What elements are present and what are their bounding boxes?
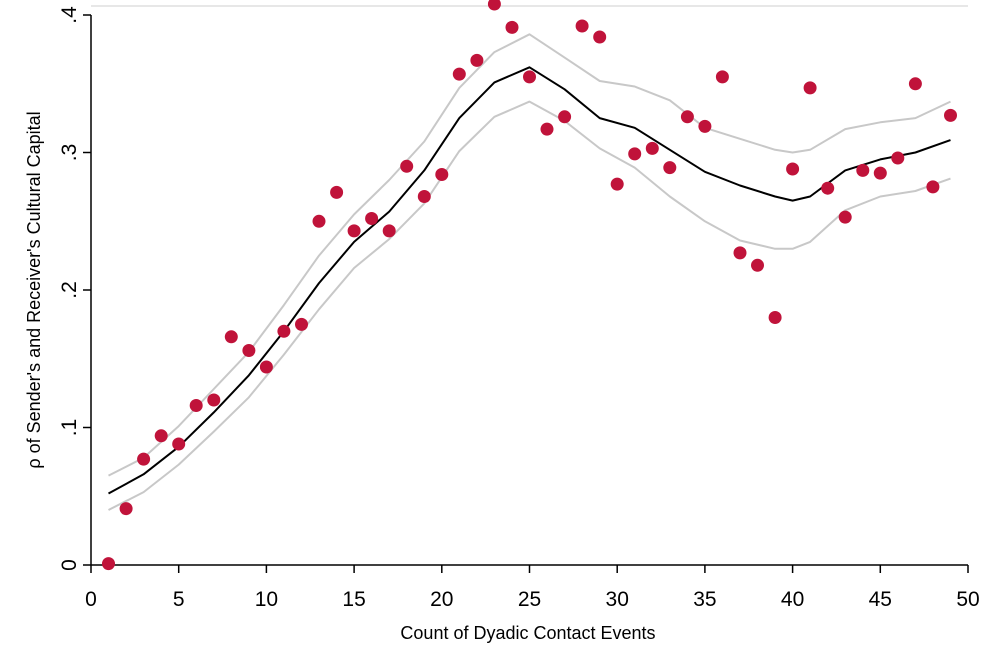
data-point <box>944 108 957 122</box>
data-point <box>119 502 133 516</box>
data-point <box>873 166 887 180</box>
x-tick-label: 20 <box>430 588 453 611</box>
data-point <box>189 399 203 412</box>
data-point <box>172 437 186 451</box>
data-point <box>154 429 168 443</box>
data-point <box>382 224 396 238</box>
data-point <box>926 180 940 194</box>
data-point <box>523 70 536 84</box>
fit-line <box>108 66 951 495</box>
x-tick-label: 45 <box>869 588 892 611</box>
data-point <box>628 147 642 161</box>
x-tick-label: 0 <box>85 588 97 611</box>
x-tick-label: 25 <box>518 588 541 611</box>
data-point <box>645 141 659 155</box>
data-point <box>312 214 326 228</box>
y-tick-label: .2 <box>58 281 81 299</box>
data-point <box>207 393 221 407</box>
data-point <box>137 452 151 466</box>
data-point <box>487 0 501 11</box>
data-point <box>505 20 519 34</box>
y-tick-label: .1 <box>58 419 81 437</box>
data-point <box>803 81 817 95</box>
data-point <box>102 557 115 571</box>
data-point <box>277 324 291 338</box>
data-point <box>680 110 694 124</box>
x-tick-label: 35 <box>693 588 716 611</box>
x-tick-label: 30 <box>606 588 629 611</box>
data-point <box>856 163 870 177</box>
data-point <box>400 159 414 173</box>
data-point <box>908 77 922 91</box>
confidence-band <box>108 33 951 511</box>
data-point <box>347 224 361 238</box>
x-ticks: 0 5 10 15 20 25 30 35 40 45 50 <box>85 565 980 611</box>
data-point <box>891 151 905 165</box>
data-point <box>452 67 466 81</box>
data-point <box>733 246 747 260</box>
axes <box>90 5 968 566</box>
data-point <box>259 360 273 374</box>
data-point <box>663 161 677 175</box>
x-tick-label: 50 <box>956 588 979 611</box>
data-point <box>838 210 852 224</box>
data-point <box>242 344 256 357</box>
x-axis-label: Count of Dyadic Contact Events <box>400 623 655 643</box>
data-point <box>224 330 238 344</box>
x-tick-label: 10 <box>255 588 278 611</box>
y-tick-label: .3 <box>58 144 81 162</box>
y-tick-label: 0 <box>58 559 81 571</box>
data-point <box>593 30 607 44</box>
data-point <box>417 190 431 203</box>
ci-upper-line <box>108 33 951 477</box>
data-point <box>698 119 712 133</box>
x-tick-label: 15 <box>342 588 365 611</box>
y-tick-label: .4 <box>58 6 81 24</box>
data-point <box>365 212 379 225</box>
data-point <box>768 311 782 324</box>
data-point <box>786 162 800 176</box>
data-point <box>470 53 484 67</box>
data-point <box>330 185 344 199</box>
ci-lower-line <box>108 100 951 511</box>
data-point <box>821 181 835 195</box>
data-point <box>540 122 554 136</box>
data-point <box>295 317 308 331</box>
x-tick-label: 40 <box>781 588 804 611</box>
x-tick-label: 5 <box>173 588 185 611</box>
data-point <box>558 110 572 124</box>
fitted-curve <box>108 66 951 495</box>
data-point <box>575 19 589 33</box>
data-point <box>610 177 624 191</box>
y-ticks: 0 .1 .2 .3 .4 <box>58 6 91 571</box>
data-point <box>435 168 449 181</box>
data-points <box>102 0 957 571</box>
data-point <box>751 258 764 272</box>
data-point <box>715 70 729 84</box>
y-axis-label: ρ of Sender's and Receiver's Cultural Ca… <box>24 111 44 468</box>
